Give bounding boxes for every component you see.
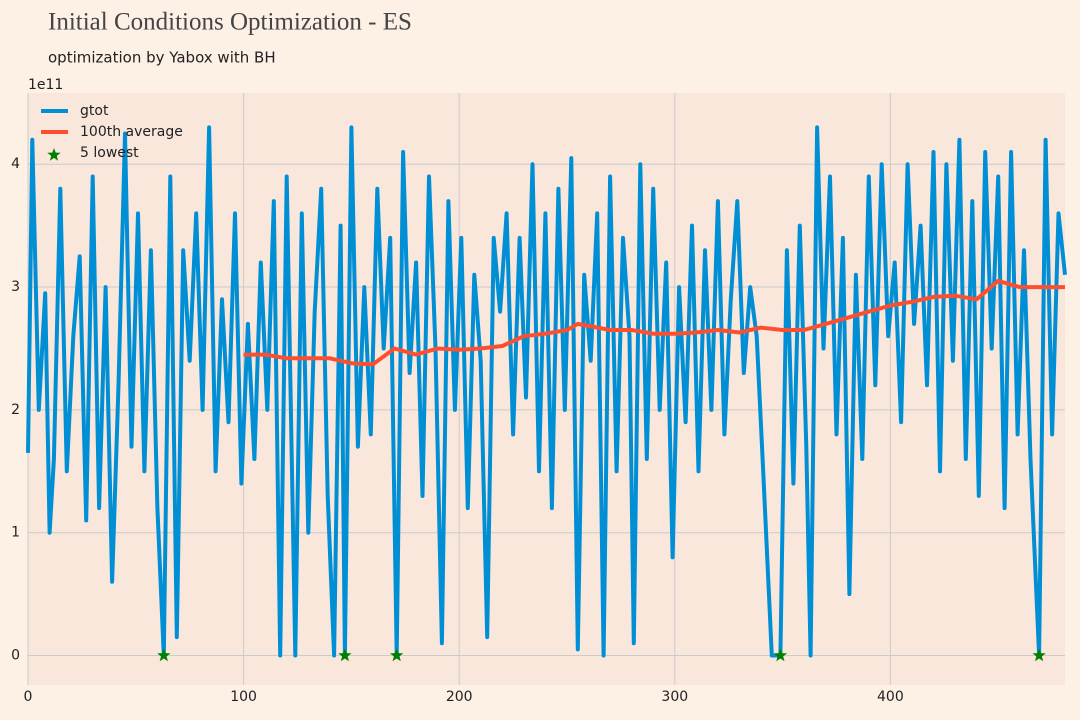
x-tick-label: 400 (877, 689, 904, 705)
chart-subtitle: optimization by Yabox with BH (48, 49, 276, 67)
y-tick-label: 4 (11, 156, 20, 172)
series-line (243, 278, 1065, 367)
x-tick-label: 300 (661, 689, 688, 705)
legend-marker (47, 148, 61, 161)
star-point (338, 648, 352, 662)
x-tick-label: 0 (24, 689, 33, 705)
y-offset-label: 1e11 (28, 77, 63, 93)
star-point (773, 648, 788, 662)
x-tick-label: 200 (446, 689, 473, 705)
star-point (390, 648, 404, 662)
y-tick-label: 2 (11, 402, 20, 418)
legend-label: gtot (80, 103, 109, 119)
y-tick-label: 1 (11, 525, 20, 541)
y-tick-label: 3 (11, 279, 20, 295)
chart-title: Initial Conditions Optimization - ES (48, 9, 412, 36)
legend-label: 100th average (80, 124, 183, 140)
legend-label: 5 lowest (80, 145, 139, 161)
star-point (157, 648, 171, 662)
star-point (1032, 648, 1046, 662)
series-line (26, 125, 1067, 658)
x-tick-label: 100 (230, 689, 257, 705)
y-tick-label: 0 (11, 648, 20, 664)
